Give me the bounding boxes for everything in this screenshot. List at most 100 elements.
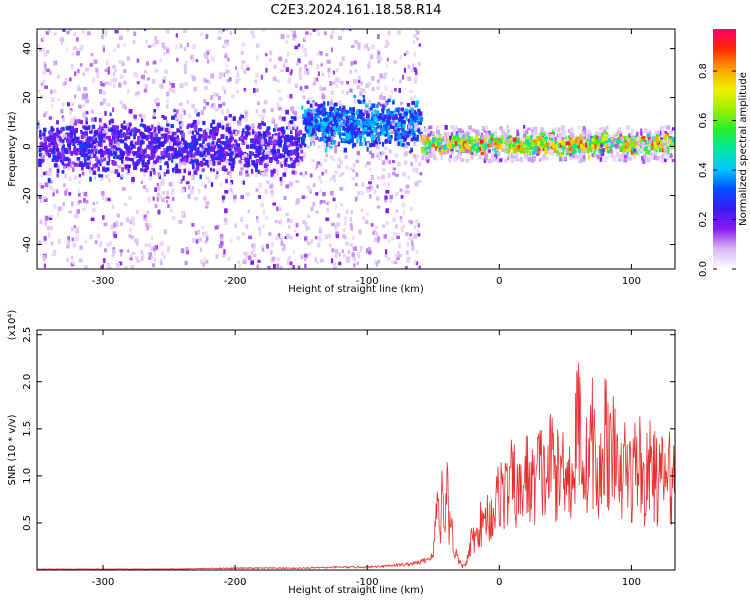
heatmap-cell	[383, 234, 387, 239]
heatmap-cell	[370, 175, 375, 180]
heatmap-cell	[364, 127, 368, 131]
heatmap-cell	[58, 136, 61, 141]
heatmap-cell	[352, 79, 357, 84]
heatmap-cell	[365, 188, 370, 193]
heatmap-cell	[176, 138, 180, 142]
heatmap-cell	[123, 69, 127, 73]
heatmap-cell	[329, 243, 332, 248]
heatmap-cell	[208, 178, 211, 184]
heatmap-cell	[311, 115, 314, 121]
heatmap-cell	[129, 219, 134, 225]
heatmap-cell	[213, 92, 216, 97]
heatmap-cell	[255, 148, 259, 154]
heatmap-cell	[357, 42, 361, 48]
heatmap-cell	[193, 108, 198, 114]
heatmap-cell	[118, 60, 122, 64]
heatmap-cell	[51, 104, 54, 108]
heatmap-cell	[175, 116, 178, 120]
heatmap-cell	[330, 112, 335, 117]
heatmap-cell	[212, 104, 216, 109]
heatmap-cell	[308, 188, 312, 193]
heatmap-cell	[374, 121, 378, 126]
heatmap-cell	[174, 151, 178, 156]
heatmap-cell	[375, 231, 379, 237]
heatmap-cell	[401, 202, 406, 208]
heatmap-cell	[365, 83, 370, 89]
heatmap-cell	[353, 257, 356, 262]
heatmap-cell	[276, 206, 279, 212]
heatmap-cell	[351, 110, 354, 115]
heatmap-cell	[250, 251, 253, 255]
heatmap-cell	[376, 134, 381, 140]
heatmap-cell	[352, 107, 355, 112]
heatmap-cell	[229, 173, 233, 178]
heatmap-cell	[206, 127, 210, 133]
heatmap-cell	[349, 29, 352, 31]
heatmap-cell	[71, 201, 74, 207]
heatmap-cell	[79, 46, 82, 52]
heatmap-cell	[65, 150, 70, 155]
heatmap-cell	[417, 128, 420, 133]
heatmap-cell	[223, 159, 228, 163]
heatmap-cell	[212, 168, 215, 172]
heatmap-cell	[136, 58, 140, 63]
heatmap-cell	[345, 136, 349, 141]
heatmap-cell	[230, 144, 234, 149]
heatmap-cell	[112, 204, 115, 210]
heatmap-cell	[261, 29, 265, 32]
heatmap-cell	[163, 76, 167, 80]
heatmap-cell	[146, 188, 149, 193]
heatmap-cell	[158, 144, 161, 149]
heatmap-cell	[395, 129, 398, 133]
heatmap-cell	[238, 150, 243, 156]
heatmap-cell	[76, 148, 81, 152]
heatmap-cell	[196, 229, 200, 235]
heatmap-cell	[331, 174, 336, 179]
heatmap-cell	[77, 180, 82, 184]
heatmap-cell	[122, 126, 126, 130]
heatmap-cell	[299, 172, 303, 176]
heatmap-cell	[132, 221, 136, 226]
heatmap-cell	[324, 234, 329, 240]
heatmap-cell	[129, 130, 133, 135]
heatmap-cell	[342, 105, 346, 109]
heatmap-cell	[279, 136, 282, 141]
heatmap-cell	[63, 165, 67, 169]
heatmap-cell	[38, 182, 42, 187]
heatmap-cell	[71, 255, 74, 260]
heatmap-cell	[314, 102, 318, 107]
heatmap-cell	[403, 137, 407, 142]
heatmap-cell	[128, 148, 132, 154]
heatmap-cell	[56, 137, 60, 143]
heatmap-cell	[157, 137, 161, 141]
heatmap-cell	[91, 140, 95, 144]
heatmap-cell	[405, 134, 409, 138]
heatmap-cell	[375, 104, 379, 109]
heatmap-cell	[57, 206, 61, 212]
heatmap-cell	[280, 240, 284, 246]
heatmap-cell	[402, 128, 405, 132]
heatmap-cell	[312, 202, 316, 207]
heatmap-cell	[338, 106, 342, 111]
heatmap-cell	[365, 248, 370, 254]
heatmap-cell	[341, 110, 344, 115]
heatmap-cell	[396, 108, 399, 113]
heatmap-cell	[199, 247, 202, 253]
heatmap-cell	[166, 98, 169, 103]
heatmap-cell	[53, 89, 57, 93]
heatmap-cell	[322, 87, 326, 91]
heatmap-cell	[236, 72, 239, 78]
heatmap-cell	[131, 216, 135, 221]
heatmap-cell	[326, 123, 329, 128]
heatmap-cell	[314, 236, 318, 240]
heatmap-cell	[44, 182, 49, 188]
heatmap-cell	[45, 146, 49, 151]
heatmap-cell	[224, 54, 228, 59]
heatmap-cell	[119, 249, 124, 253]
heatmap-cell	[183, 157, 187, 161]
heatmap-cell	[418, 265, 421, 269]
heatmap-cell	[153, 246, 157, 251]
heatmap-cell	[344, 138, 349, 144]
heatmap-cell	[91, 124, 96, 129]
heatmap-cell	[139, 123, 144, 127]
